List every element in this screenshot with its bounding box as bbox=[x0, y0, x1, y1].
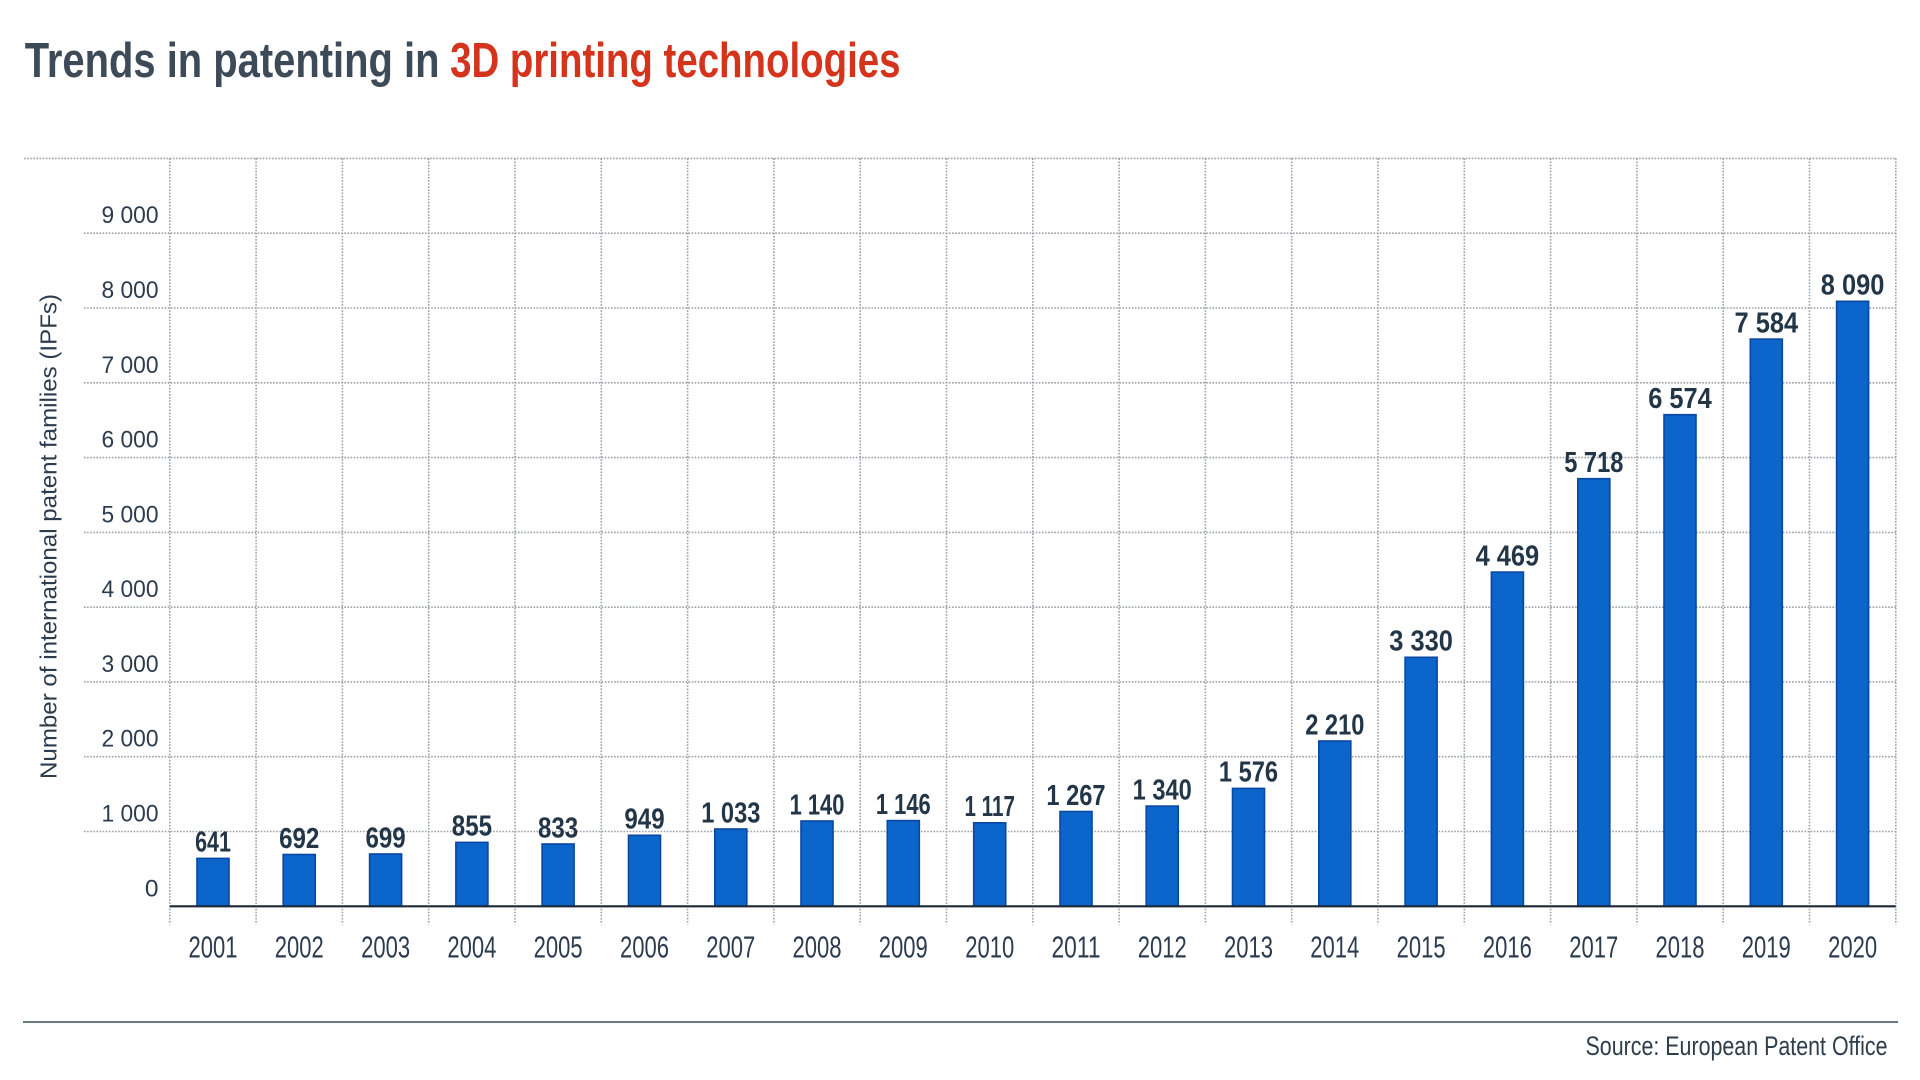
svg-text:6 000: 6 000 bbox=[102, 427, 159, 454]
svg-text:833: 833 bbox=[538, 812, 578, 844]
svg-text:4 469: 4 469 bbox=[1476, 540, 1540, 572]
svg-text:2006: 2006 bbox=[620, 930, 669, 965]
svg-text:2 210: 2 210 bbox=[1305, 709, 1364, 741]
svg-text:2012: 2012 bbox=[1138, 930, 1187, 965]
svg-text:855: 855 bbox=[452, 811, 492, 843]
svg-text:4 000: 4 000 bbox=[102, 576, 159, 603]
svg-text:3 330: 3 330 bbox=[1389, 626, 1453, 658]
svg-text:1 340: 1 340 bbox=[1133, 774, 1192, 806]
svg-text:5 000: 5 000 bbox=[102, 501, 159, 528]
svg-text:5 718: 5 718 bbox=[1564, 447, 1623, 479]
svg-text:2011: 2011 bbox=[1052, 930, 1101, 965]
svg-text:1 146: 1 146 bbox=[876, 789, 931, 821]
svg-text:1 117: 1 117 bbox=[965, 791, 1015, 823]
svg-text:9 000: 9 000 bbox=[102, 202, 159, 229]
svg-text:Trends in patenting in: Trends in patenting in bbox=[25, 34, 440, 88]
svg-text:2004: 2004 bbox=[447, 930, 496, 965]
svg-text:699: 699 bbox=[366, 822, 406, 854]
svg-text:7 000: 7 000 bbox=[102, 352, 159, 379]
svg-text:2 000: 2 000 bbox=[102, 726, 159, 753]
svg-text:1 033: 1 033 bbox=[701, 797, 760, 829]
svg-text:2013: 2013 bbox=[1224, 930, 1273, 965]
svg-text:2015: 2015 bbox=[1397, 930, 1446, 965]
svg-text:1 000: 1 000 bbox=[102, 801, 159, 828]
svg-text:3 000: 3 000 bbox=[102, 651, 159, 678]
svg-text:2005: 2005 bbox=[534, 930, 583, 965]
svg-text:6 574: 6 574 bbox=[1648, 383, 1712, 415]
svg-text:8 090: 8 090 bbox=[1821, 270, 1885, 302]
svg-text:2018: 2018 bbox=[1656, 930, 1705, 965]
svg-text:2009: 2009 bbox=[879, 930, 928, 965]
svg-text:1 576: 1 576 bbox=[1219, 757, 1278, 789]
svg-text:2020: 2020 bbox=[1828, 930, 1877, 965]
svg-text:1 140: 1 140 bbox=[790, 789, 845, 821]
svg-text:2002: 2002 bbox=[275, 930, 324, 965]
svg-text:692: 692 bbox=[279, 823, 319, 855]
svg-text:8 000: 8 000 bbox=[102, 277, 159, 304]
svg-text:0: 0 bbox=[145, 875, 159, 902]
svg-text:3D printing technologies: 3D printing technologies bbox=[450, 34, 900, 88]
svg-text:Number of international patent: Number of international patent families … bbox=[36, 294, 62, 779]
svg-text:2019: 2019 bbox=[1742, 930, 1791, 965]
svg-text:949: 949 bbox=[624, 804, 664, 836]
svg-text:2014: 2014 bbox=[1310, 930, 1359, 965]
svg-text:Source: European Patent Office: Source: European Patent Office bbox=[1586, 1031, 1888, 1061]
svg-text:2007: 2007 bbox=[706, 930, 755, 965]
svg-text:2001: 2001 bbox=[189, 930, 238, 965]
svg-text:7 584: 7 584 bbox=[1735, 307, 1799, 339]
svg-text:1 267: 1 267 bbox=[1046, 780, 1105, 812]
svg-text:2008: 2008 bbox=[793, 930, 842, 965]
svg-text:2017: 2017 bbox=[1569, 930, 1618, 965]
svg-text:2016: 2016 bbox=[1483, 930, 1532, 965]
svg-text:2010: 2010 bbox=[965, 930, 1014, 965]
svg-text:641: 641 bbox=[195, 827, 231, 859]
svg-text:2003: 2003 bbox=[361, 930, 410, 965]
